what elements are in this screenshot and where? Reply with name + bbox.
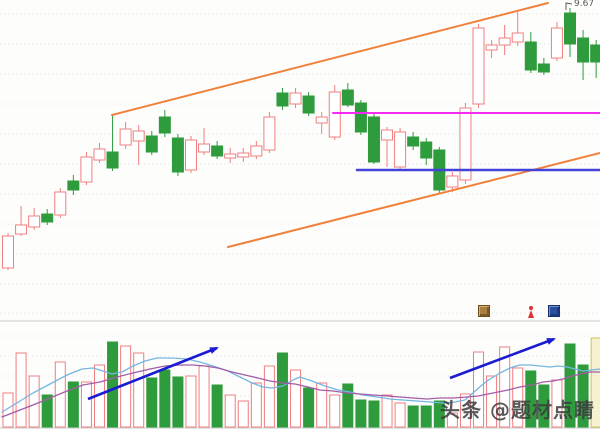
event-badge-red-icon[interactable] (527, 306, 535, 318)
candlestick-series (2, 8, 600, 270)
annotation-lines (111, 2, 600, 248)
volume-ma-lines (1, 357, 600, 418)
price-flag-label: 9.67 (574, 0, 595, 9)
event-badge-gold-icon[interactable] (478, 305, 490, 317)
trend-arrows (87, 337, 556, 401)
event-badge-blue-icon[interactable] (548, 305, 560, 317)
watermark: 头条 @题材点睛 (440, 398, 595, 422)
price-flag-marker (565, 2, 573, 10)
volume-series (2, 337, 600, 428)
